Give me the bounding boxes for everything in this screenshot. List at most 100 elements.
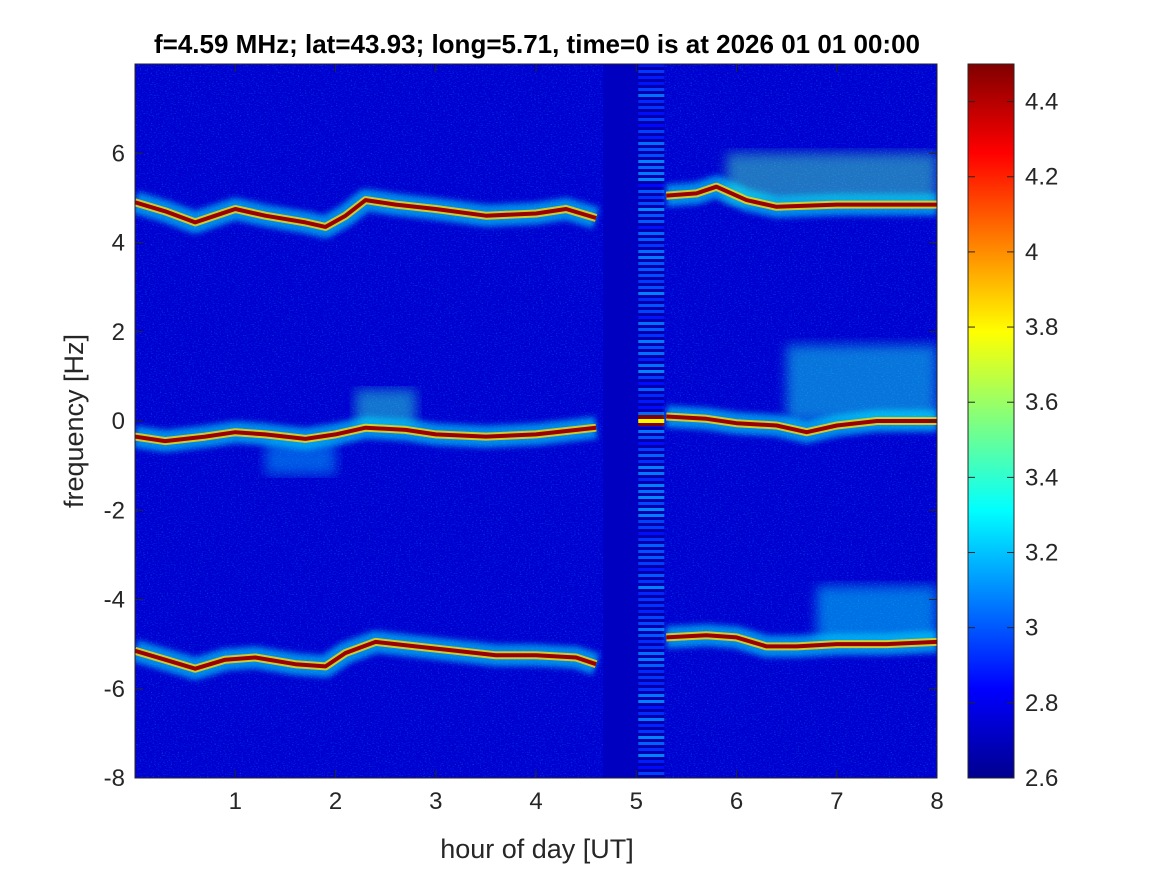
x-tick-label: 8: [930, 788, 943, 815]
data-gap-stripe: [638, 676, 665, 679]
colorbar-tick-label: 3.8: [1025, 314, 1058, 341]
data-gap-bright-band: [638, 423, 665, 426]
colorbar-tick-label: 3: [1025, 615, 1038, 642]
data-gap-stripe: [638, 496, 665, 499]
data-gap-stripe: [638, 244, 665, 247]
data-gap-stripe: [638, 214, 665, 217]
data-gap-stripe: [638, 454, 665, 457]
data-gap-stripe: [638, 568, 665, 571]
data-gap-stripe: [638, 358, 665, 361]
data-gap-stripe: [638, 226, 665, 229]
data-gap-stripe: [638, 592, 665, 595]
data-gap-stripe: [638, 508, 665, 511]
data-gap-stripe: [638, 748, 665, 751]
data-gap-stripe: [638, 364, 665, 367]
data-gap-stripe: [638, 730, 665, 733]
y-axis-title: frequency [Hz]: [59, 334, 89, 508]
data-gap-stripe: [638, 526, 665, 529]
data-gap-stripe: [638, 280, 665, 283]
data-gap-stripe: [638, 142, 665, 145]
data-gap-stripe: [638, 670, 665, 673]
colorbar-gradient: [967, 63, 1015, 779]
data-gap-stripe: [638, 388, 665, 391]
data-gap-stripe: [638, 298, 665, 301]
data-gap-stripe: [638, 394, 665, 397]
y-tick-label: -6: [104, 676, 125, 703]
data-gap-stripe: [638, 76, 665, 79]
diffuse-feature-1: [786, 345, 937, 421]
data-gap-bright-band: [638, 419, 665, 423]
data-gap-stripe: [638, 616, 665, 619]
x-axis: 1 2 3 4 5 6 7 8: [229, 64, 944, 815]
trace-middle-core: [135, 425, 597, 444]
colorbar-ticks: 2.6 2.8 3 3.2 3.4 3.6 3.8 4 4.2 4.4: [968, 89, 1058, 792]
data-gap-stripe: [638, 712, 665, 715]
frequency-traces-layer: [135, 175, 937, 680]
data-gap-stripe: [638, 334, 665, 337]
data-gap-stripe: [638, 766, 665, 769]
data-gap-stripe: [638, 178, 665, 181]
data-gap-layer: [603, 64, 665, 778]
trace-lower-core: [135, 639, 597, 671]
data-gap-stripe: [638, 160, 665, 163]
x-tick-label: 1: [229, 788, 242, 815]
data-gap-stripe: [638, 532, 665, 535]
diffuse-feature-2: [816, 586, 937, 640]
colorbar-tick-label: 4.2: [1025, 164, 1058, 191]
data-gap-stripe: [638, 124, 665, 127]
data-gap-stripe: [638, 316, 665, 319]
data-gap-stripe: [638, 448, 665, 451]
data-gap-stripe: [638, 544, 665, 547]
y-tick-label: 2: [112, 319, 125, 346]
trace-upper-core: [135, 198, 597, 229]
data-gap-stripe: [638, 196, 665, 199]
x-tick-label: 7: [830, 788, 843, 815]
data-gap-stripe: [638, 238, 665, 241]
data-gap-stripe: [638, 664, 665, 667]
y-tick-label: -8: [104, 765, 125, 792]
x-tick-label: 5: [630, 788, 643, 815]
data-gap-stripe: [638, 202, 665, 205]
data-gap-stripe: [638, 688, 665, 691]
data-gap-stripe: [638, 490, 665, 493]
colorbar: 2.6 2.8 3 3.2 3.4 3.6 3.8 4 4.2 4.4: [967, 63, 1058, 792]
data-gap-stripe: [638, 184, 665, 187]
data-gap-stripe: [638, 328, 665, 331]
data-gap-stripe: [638, 340, 665, 343]
data-gap-stripe: [638, 268, 665, 271]
data-gap-stripe: [638, 100, 665, 103]
data-gap-stripe: [638, 172, 665, 175]
y-tick-label: -2: [104, 497, 125, 524]
data-gap-stripe: [638, 700, 665, 703]
spectrogram-plot-area: [135, 64, 937, 778]
y-tick-label: 4: [112, 230, 125, 257]
data-gap-stripe: [638, 130, 665, 133]
data-gap-stripe: [638, 310, 665, 313]
data-gap-bright-band: [638, 415, 665, 419]
data-gap-stripe: [638, 250, 665, 253]
data-gap-stripe: [638, 304, 665, 307]
data-gap-stripe: [638, 322, 665, 325]
trace-upper-core: [666, 184, 937, 209]
x-tick-label: 4: [529, 788, 542, 815]
data-gap-stripe: [638, 484, 665, 487]
data-gap-stripe: [638, 64, 665, 67]
data-gap-stripe: [638, 148, 665, 151]
x-tick-label: 3: [429, 788, 442, 815]
data-gap-stripe: [638, 772, 665, 775]
colorbar-tick-label: 4.4: [1025, 89, 1058, 116]
y-tick-label: 0: [112, 408, 125, 435]
data-gap-stripe: [638, 622, 665, 625]
data-gap-stripe: [638, 286, 665, 289]
data-gap-stripe: [638, 70, 665, 73]
data-gap-stripe: [638, 466, 665, 469]
data-gap-stripe: [638, 400, 665, 403]
data-gap-stripe: [638, 652, 665, 655]
data-gap-stripe: [638, 694, 665, 697]
data-gap-stripe: [638, 430, 665, 433]
data-gap-stripe: [638, 586, 665, 589]
y-axis: -8 -6 -4 -2 0 2 4 6: [104, 140, 937, 792]
colorbar-tick-label: 3.4: [1025, 464, 1058, 491]
colorbar-tick-label: 3.6: [1025, 389, 1058, 416]
